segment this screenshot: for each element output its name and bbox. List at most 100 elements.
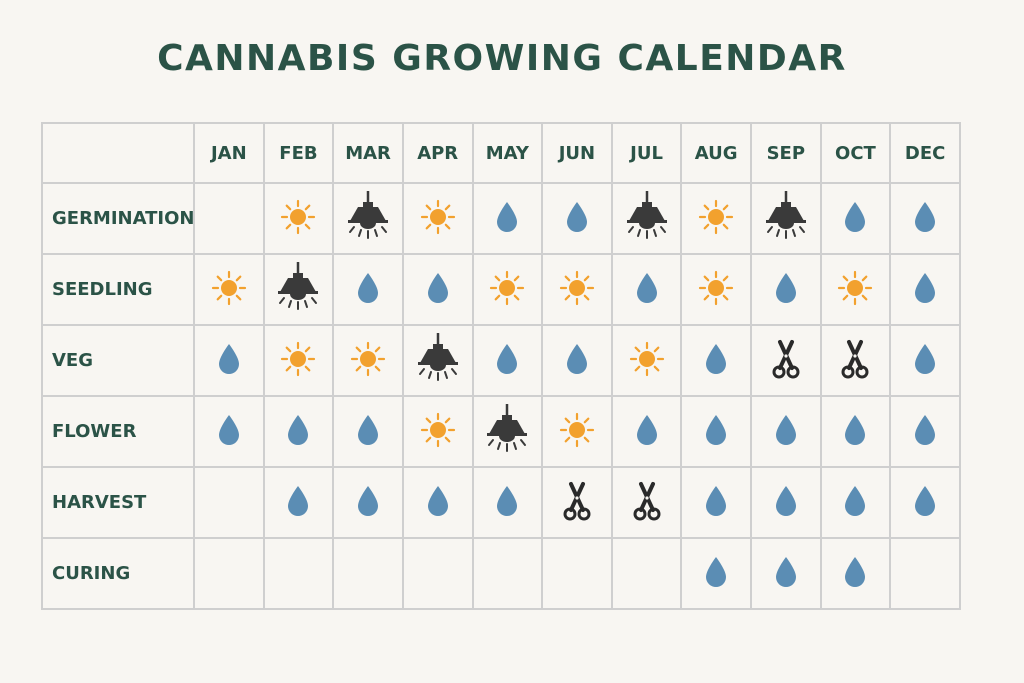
calendar-cell	[332, 253, 404, 326]
calendar-cell	[889, 253, 961, 326]
calendar-cell	[332, 324, 404, 397]
water-drop-icon	[843, 484, 867, 518]
calendar-cell	[819, 324, 892, 397]
calendar-cell	[193, 253, 265, 326]
calendar-cell	[262, 182, 335, 255]
sun-icon	[350, 341, 386, 377]
calendar-cell	[541, 182, 613, 255]
sun-icon	[559, 412, 595, 448]
calendar-cell	[401, 395, 474, 468]
water-drop-icon	[913, 271, 937, 305]
calendar-cell	[401, 324, 474, 397]
month-header: APR	[401, 122, 474, 184]
sun-icon	[559, 270, 595, 306]
calendar-cell	[610, 466, 683, 539]
month-header: MAY	[471, 122, 544, 184]
water-drop-icon	[704, 555, 728, 589]
water-drop-icon	[913, 413, 937, 447]
sun-icon	[280, 199, 316, 235]
water-drop-icon	[565, 342, 589, 376]
water-drop-icon	[774, 413, 798, 447]
calendar-cell	[819, 395, 892, 468]
calendar-cell	[332, 537, 404, 610]
calendar-cell	[889, 182, 961, 255]
calendar-cell	[680, 253, 752, 326]
water-drop-icon	[286, 413, 310, 447]
month-header: JUL	[610, 122, 683, 184]
grow-lamp-icon	[344, 190, 392, 243]
grow-lamp-icon	[623, 190, 671, 243]
water-drop-icon	[635, 271, 659, 305]
water-drop-icon	[356, 413, 380, 447]
water-drop-icon	[913, 200, 937, 234]
calendar-cell	[610, 324, 683, 397]
calendar-cell	[750, 537, 822, 610]
stage-row: HARVEST	[41, 466, 961, 539]
page-title: CANNABIS GROWING CALENDAR	[157, 38, 847, 79]
month-header: OCT	[819, 122, 892, 184]
month-header: FEB	[262, 122, 335, 184]
water-drop-icon	[565, 200, 589, 234]
header-row: JAN FEB MAR APR MAY JUN JUL AUG SEP OCT …	[41, 122, 961, 184]
stage-label: GERMINATION	[41, 182, 195, 255]
calendar-cell	[750, 324, 822, 397]
calendar-cell	[680, 324, 752, 397]
stage-row: CURING	[41, 537, 961, 610]
stage-label: CURING	[41, 537, 195, 610]
sun-icon	[698, 270, 734, 306]
water-drop-icon	[217, 413, 241, 447]
calendar-cell	[819, 537, 892, 610]
calendar-cell	[332, 466, 404, 539]
water-drop-icon	[426, 484, 450, 518]
calendar-cell	[610, 253, 683, 326]
stage-row: VEG	[41, 324, 961, 397]
calendar-cell	[401, 253, 474, 326]
grow-lamp-icon	[414, 332, 462, 385]
calendar-cell	[193, 466, 265, 539]
calendar-cell	[262, 324, 335, 397]
calendar-cell	[680, 182, 752, 255]
calendar-cell	[401, 537, 474, 610]
sun-icon	[211, 270, 247, 306]
water-drop-icon	[495, 342, 519, 376]
calendar-cell	[193, 324, 265, 397]
water-drop-icon	[913, 484, 937, 518]
calendar-cell	[193, 182, 265, 255]
stage-label: SEEDLING	[41, 253, 195, 326]
scissors-icon	[771, 339, 801, 379]
calendar-cell	[610, 537, 683, 610]
calendar-cell	[819, 466, 892, 539]
stage-label: HARVEST	[41, 466, 195, 539]
calendar-cell	[541, 253, 613, 326]
water-drop-icon	[286, 484, 310, 518]
calendar-cell	[819, 253, 892, 326]
grow-lamp-icon	[762, 190, 810, 243]
stage-row: GERMINATION	[41, 182, 961, 255]
calendar-cell	[680, 537, 752, 610]
sun-icon	[629, 341, 665, 377]
month-header: MAR	[332, 122, 404, 184]
calendar-table: JAN FEB MAR APR MAY JUN JUL AUG SEP OCT …	[41, 122, 961, 610]
water-drop-icon	[704, 413, 728, 447]
sun-icon	[420, 199, 456, 235]
calendar-cell	[262, 466, 335, 539]
month-header: SEP	[750, 122, 822, 184]
calendar-cell	[750, 182, 822, 255]
stage-label: VEG	[41, 324, 195, 397]
water-drop-icon	[495, 484, 519, 518]
calendar-cell	[471, 395, 544, 468]
calendar-cell	[541, 324, 613, 397]
water-drop-icon	[356, 271, 380, 305]
calendar-cell	[471, 253, 544, 326]
calendar-cell	[471, 537, 544, 610]
water-drop-icon	[426, 271, 450, 305]
grow-lamp-icon	[483, 403, 531, 456]
calendar-cell	[750, 395, 822, 468]
calendar-cell	[262, 537, 335, 610]
water-drop-icon	[635, 413, 659, 447]
stage-label: FLOWER	[41, 395, 195, 468]
stage-row: FLOWER	[41, 395, 961, 468]
month-header: DEC	[889, 122, 961, 184]
calendar-cell	[889, 324, 961, 397]
scissors-icon	[840, 339, 870, 379]
